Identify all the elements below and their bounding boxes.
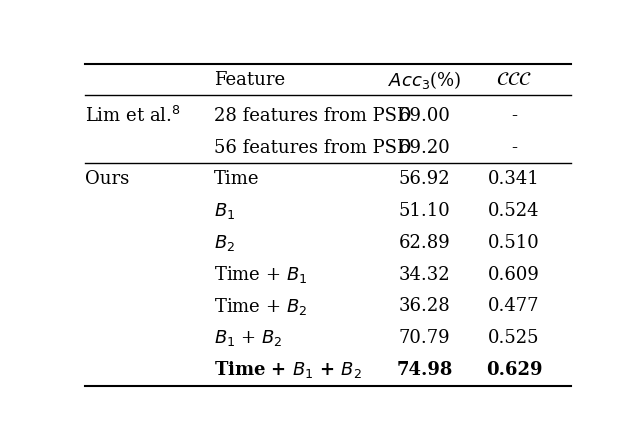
Text: $B_1$ + $B_2$: $B_1$ + $B_2$ [214, 328, 282, 348]
Text: 28 features from PSD: 28 features from PSD [214, 107, 412, 125]
Text: -: - [511, 138, 517, 157]
Text: 74.98: 74.98 [397, 361, 453, 379]
Text: -: - [511, 107, 517, 125]
Text: 56.92: 56.92 [399, 170, 451, 188]
Text: 0.609: 0.609 [488, 266, 540, 284]
Text: Lim et al.$^8$: Lim et al.$^8$ [85, 106, 180, 126]
Text: 0.477: 0.477 [488, 297, 540, 315]
Text: 56 features from PSD: 56 features from PSD [214, 138, 412, 157]
Text: 0.629: 0.629 [486, 361, 542, 379]
Text: 70.79: 70.79 [399, 329, 451, 347]
Text: 62.89: 62.89 [399, 234, 451, 252]
Text: 0.524: 0.524 [488, 202, 540, 220]
Text: 0.525: 0.525 [488, 329, 540, 347]
Text: Time + $B_1$: Time + $B_1$ [214, 264, 307, 285]
Text: $Acc_3$(%): $Acc_3$(%) [388, 69, 461, 90]
Text: Time + $B_2$: Time + $B_2$ [214, 296, 307, 317]
Text: Ours: Ours [85, 170, 129, 188]
Text: $B_2$: $B_2$ [214, 233, 235, 253]
Text: 69.20: 69.20 [399, 138, 451, 157]
Text: 0.510: 0.510 [488, 234, 540, 252]
Text: 0.341: 0.341 [488, 170, 540, 188]
Text: Feature: Feature [214, 71, 285, 89]
Text: 69.00: 69.00 [399, 107, 451, 125]
Text: 51.10: 51.10 [399, 202, 451, 220]
Text: Time + $B_1$ + $B_2$: Time + $B_1$ + $B_2$ [214, 359, 362, 380]
Text: 36.28: 36.28 [399, 297, 451, 315]
Text: 34.32: 34.32 [399, 266, 451, 284]
Text: $B_1$: $B_1$ [214, 201, 235, 221]
Text: Time: Time [214, 170, 259, 188]
Text: $\mathcal{CCC}$: $\mathcal{CCC}$ [496, 71, 532, 89]
